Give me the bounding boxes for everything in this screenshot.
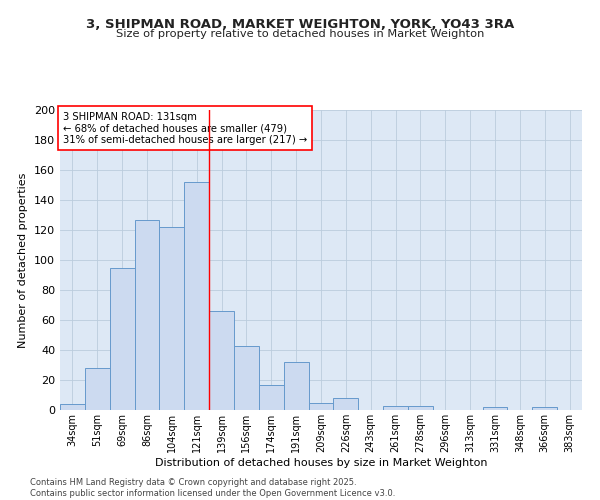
- Bar: [532, 407, 557, 410]
- Y-axis label: Number of detached properties: Number of detached properties: [19, 172, 28, 348]
- Bar: [308, 402, 334, 410]
- Bar: [85, 368, 110, 410]
- Bar: [383, 406, 408, 410]
- Bar: [134, 220, 160, 410]
- Bar: [259, 384, 284, 410]
- Bar: [184, 182, 209, 410]
- Bar: [160, 227, 184, 410]
- Bar: [209, 311, 234, 410]
- Bar: [482, 407, 508, 410]
- Bar: [110, 268, 134, 410]
- Text: 3 SHIPMAN ROAD: 131sqm
← 68% of detached houses are smaller (479)
31% of semi-de: 3 SHIPMAN ROAD: 131sqm ← 68% of detached…: [62, 112, 307, 144]
- Bar: [334, 398, 358, 410]
- Text: Contains HM Land Registry data © Crown copyright and database right 2025.
Contai: Contains HM Land Registry data © Crown c…: [30, 478, 395, 498]
- Bar: [408, 406, 433, 410]
- Bar: [284, 362, 308, 410]
- Text: Size of property relative to detached houses in Market Weighton: Size of property relative to detached ho…: [116, 29, 484, 39]
- X-axis label: Distribution of detached houses by size in Market Weighton: Distribution of detached houses by size …: [155, 458, 487, 468]
- Text: 3, SHIPMAN ROAD, MARKET WEIGHTON, YORK, YO43 3RA: 3, SHIPMAN ROAD, MARKET WEIGHTON, YORK, …: [86, 18, 514, 30]
- Bar: [234, 346, 259, 410]
- Bar: [60, 404, 85, 410]
